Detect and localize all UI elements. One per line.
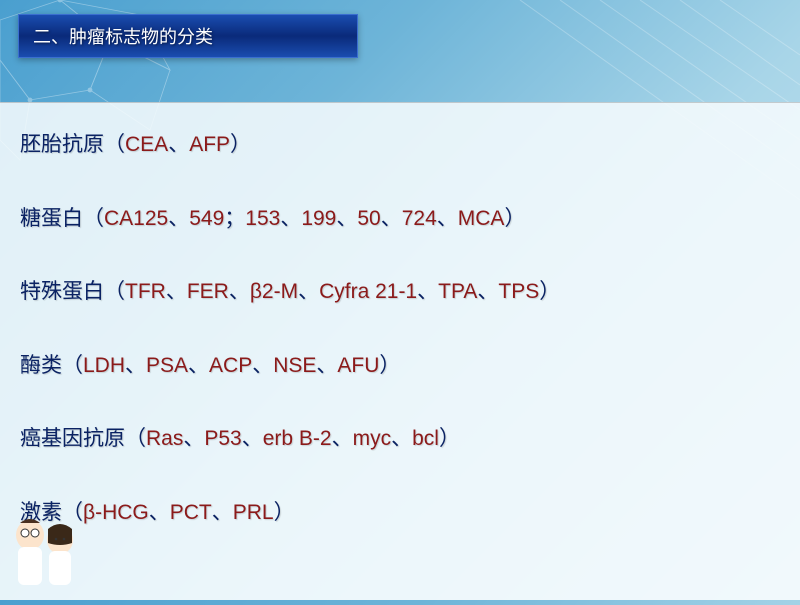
marker: 153 — [245, 207, 280, 230]
marker: MCA — [458, 207, 505, 230]
category-row-special-protein: 特殊蛋白（TFR、FER、β2-M、Cyfra 21-1、TPA、TPS） — [20, 276, 780, 308]
marker: TPS — [498, 280, 539, 303]
marker: β2-M — [250, 280, 298, 303]
marker: myc — [353, 427, 392, 450]
marker: β-HCG — [83, 501, 149, 524]
category-row-enzyme: 酶类（LDH、PSA、ACP、NSE、AFU） — [20, 350, 780, 382]
marker: FER — [187, 280, 229, 303]
marker: PRL — [233, 501, 274, 524]
marker: AFU — [337, 354, 379, 377]
category-row-glycoprotein: 糖蛋白（CA125、549；153、199、50、724、MCA） — [20, 203, 780, 235]
marker: bcl — [412, 427, 439, 450]
category-row-oncogene: 癌基因抗原（Ras、P53、erb B-2、myc、bcl） — [20, 423, 780, 455]
marker: 50 — [357, 207, 380, 230]
category-row-hormone: 激素（β-HCG、PCT、PRL） — [20, 497, 780, 529]
category-label: 糖蛋白 — [20, 207, 83, 230]
marker: PSA — [146, 354, 188, 377]
marker: CEA — [125, 133, 168, 156]
marker: ACP — [209, 354, 252, 377]
marker: erb B-2 — [263, 427, 332, 450]
section-header: 二、肿瘤标志物的分类 — [18, 14, 358, 58]
category-row-embryo: 胚胎抗原（CEA、AFP） — [20, 129, 780, 161]
category-label: 癌基因抗原 — [20, 427, 125, 450]
marker: PCT — [170, 501, 212, 524]
content-panel: 胚胎抗原（CEA、AFP） 糖蛋白（CA125、549；153、199、50、7… — [0, 102, 800, 600]
marker: CA125 — [104, 207, 168, 230]
marker: TFR — [125, 280, 166, 303]
category-label: 胚胎抗原 — [20, 133, 104, 156]
marker: LDH — [83, 354, 125, 377]
category-label: 特殊蛋白 — [20, 280, 104, 303]
marker: NSE — [273, 354, 316, 377]
marker: 724 — [402, 207, 437, 230]
category-label: 酶类 — [20, 354, 62, 377]
marker: 199 — [301, 207, 336, 230]
marker: TPA — [438, 280, 477, 303]
marker: Cyfra 21-1 — [319, 280, 417, 303]
marker: AFP — [189, 133, 230, 156]
section-title: 二、肿瘤标志物的分类 — [33, 23, 213, 49]
marker: 549 — [189, 207, 224, 230]
cartoon-doctors-icon — [0, 505, 90, 605]
marker: Ras — [146, 427, 183, 450]
marker: P53 — [204, 427, 241, 450]
